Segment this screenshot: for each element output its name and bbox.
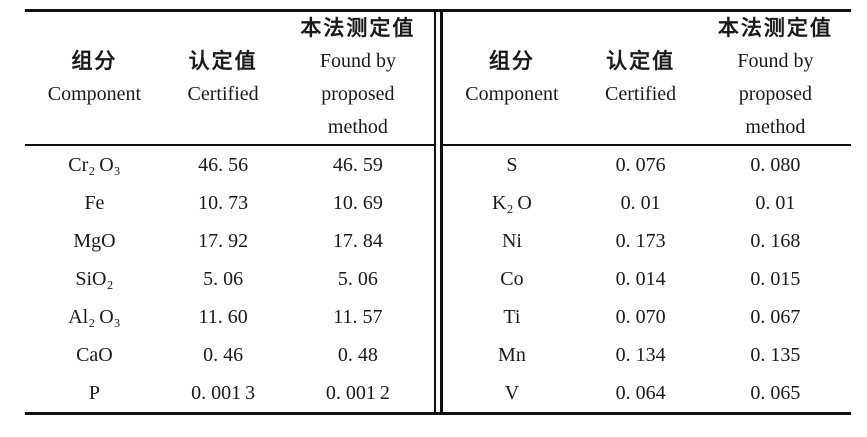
component-cell: Cr₂ O₃ [68,153,121,176]
certified-cell: 17. 92 [198,229,249,252]
header-found-zh: 本法测定值 [300,16,416,40]
comparison-table: 组分 Component 认定值 Certified 本法测定值 Found b… [25,9,851,415]
header-component-zh: 组分 [71,49,118,73]
header-component-right: 组分 Component [443,12,582,144]
certified-cell: 11. 60 [198,305,248,328]
table-row: Mn 0. 134 0. 135 [443,336,852,374]
table-row: MgO 17. 92 17. 84 [25,222,434,260]
certified-cell: 0. 014 [615,267,666,290]
component-cell: SiO₂ [75,267,114,290]
found-cell: 0. 01 [755,191,796,214]
found-cell: 46. 59 [332,153,383,176]
table-body-right: S 0. 076 0. 080 K₂ O 0. 01 0. 01 Ni 0. 1… [443,146,852,412]
header-certified-zh: 认定值 [188,49,258,73]
header-component-zh: 组分 [488,49,535,73]
header-found-en-3: method [745,116,806,138]
table-row: Co 0. 014 0. 015 [443,260,852,298]
component-cell: Ti [503,305,521,328]
certified-cell: 0. 070 [615,305,666,328]
header-certified-en: Certified [605,83,677,105]
found-cell: 0. 48 [337,343,378,366]
header-component-en: Component [47,83,142,105]
certified-cell: 0. 064 [615,381,666,404]
table-row: CaO 0. 46 0. 48 [25,336,434,374]
component-cell: K₂ O [492,191,532,214]
header-certified-left: 认定值 Certified [164,12,282,144]
found-cell: 0. 135 [750,343,801,366]
found-cell: 0. 065 [750,381,801,404]
table-row: Cr₂ O₃ 46. 56 46. 59 [25,146,434,184]
component-cell: Al₂ O₃ [68,305,121,328]
header-found-zh: 本法测定值 [717,16,833,40]
table-half-left: 组分 Component 认定值 Certified 本法测定值 Found b… [25,12,434,412]
header-found-en-1: Found by [319,50,396,72]
found-cell: 0. 080 [750,153,801,176]
table-row: K₂ O 0. 01 0. 01 [443,184,852,222]
table-row: P 0. 001 3 0. 001 2 [25,374,434,412]
header-found-en-3: method [327,116,388,138]
table-row: Ni 0. 173 0. 168 [443,222,852,260]
certified-cell: 0. 173 [615,229,666,252]
header-found-en-2: proposed [738,83,813,105]
component-cell: P [88,381,100,404]
found-cell: 0. 168 [750,229,801,252]
header-certified-right: 认定值 Certified [581,12,699,144]
header-found-left: 本法测定值 Found by proposed method [282,12,433,144]
table-row: SiO₂ 5. 06 5. 06 [25,260,434,298]
certified-cell: 0. 001 3 [191,381,256,404]
component-cell: V [504,381,520,404]
component-cell: Co [500,267,524,290]
component-cell: Fe [84,191,105,214]
header-found-en-1: Found by [737,50,814,72]
found-cell: 0. 015 [750,267,801,290]
found-cell: 10. 69 [332,191,383,214]
table-row: Al₂ O₃ 11. 60 11. 57 [25,298,434,336]
component-cell: CaO [76,343,113,366]
found-cell: 11. 57 [333,305,383,328]
component-cell: S [506,153,518,176]
table-row: Fe 10. 73 10. 69 [25,184,434,222]
certified-cell: 0. 076 [615,153,666,176]
table-body-left: Cr₂ O₃ 46. 56 46. 59 Fe 10. 73 10. 69 Mg… [25,146,434,412]
component-cell: Ni [501,229,522,252]
table-row: Ti 0. 070 0. 067 [443,298,852,336]
table-header-right: 组分 Component 认定值 Certified 本法测定值 Found b… [442,12,851,146]
header-found-en-2: proposed [321,83,395,105]
certified-cell: 10. 73 [198,191,249,214]
found-cell: 0. 001 2 [325,381,390,404]
table-header-left: 组分 Component 认定值 Certified 本法测定值 Found b… [25,12,434,146]
certified-cell: 5. 06 [203,267,244,290]
certified-cell: 0. 134 [615,343,666,366]
certified-cell: 0. 01 [620,191,661,214]
header-certified-zh: 认定值 [606,49,676,73]
certified-cell: 46. 56 [198,153,249,176]
header-certified-en: Certified [187,83,259,105]
table-row: S 0. 076 0. 080 [443,146,852,184]
header-component-en: Component [465,83,559,105]
header-found-right: 本法测定值 Found by proposed method [700,12,851,144]
found-cell: 17. 84 [332,229,383,252]
double-rule-divider [433,12,443,412]
component-cell: MgO [73,229,116,252]
found-cell: 5. 06 [337,267,378,290]
found-cell: 0. 067 [750,305,801,328]
certified-cell: 0. 46 [203,343,244,366]
table-row: V 0. 064 0. 065 [443,374,852,412]
table-half-right: 组分 Component 认定值 Certified 本法测定值 Found b… [442,12,852,412]
component-cell: Mn [498,343,526,366]
header-component-left: 组分 Component [25,12,164,144]
